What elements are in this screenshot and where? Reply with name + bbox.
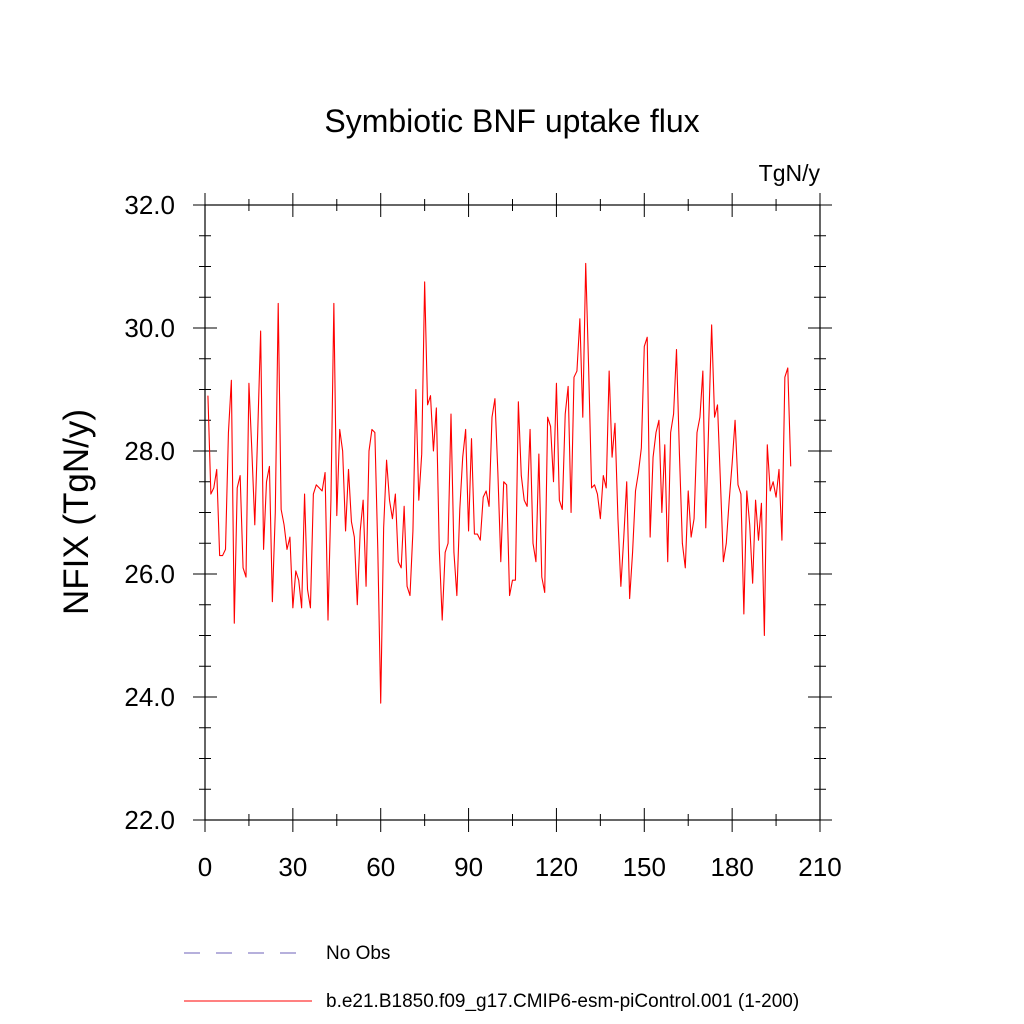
x-tick-label: 150 <box>623 852 666 882</box>
y-tick-label: 22.0 <box>124 805 175 835</box>
y-tick-label: 24.0 <box>124 682 175 712</box>
y-tick-label: 28.0 <box>124 436 175 466</box>
x-tick-label: 90 <box>454 852 483 882</box>
y-tick-label: 30.0 <box>124 313 175 343</box>
x-tick-label: 60 <box>366 852 395 882</box>
y-tick-label: 32.0 <box>124 190 175 220</box>
x-tick-label: 0 <box>198 852 212 882</box>
units-label: TgN/y <box>759 160 821 186</box>
x-tick-label: 120 <box>535 852 578 882</box>
series-line-model <box>207 262 792 704</box>
plot-frame <box>204 204 821 821</box>
plot-series <box>207 262 792 704</box>
x-tick-label: 30 <box>278 852 307 882</box>
legend-label-no-obs: No Obs <box>326 943 390 964</box>
x-tick-label: 180 <box>710 852 753 882</box>
legend: No Obs b.e21.B1850.f09_g17.CMIP6-esm-piCo… <box>184 943 799 1012</box>
x-tick-label: 210 <box>798 852 841 882</box>
y-tick-label: 26.0 <box>124 559 175 589</box>
legend-label-model: b.e21.B1850.f09_g17.CMIP6-esm-piControl.… <box>326 991 799 1012</box>
axis-tick-labels: 0 30 60 90 120 150 180 210 22.0 24.0 26.0 28.0 30.0 3… <box>124 190 841 882</box>
y-axis-label: NFIX (TgN/y) <box>57 409 96 615</box>
chart-title: Symbiotic BNF uptake flux <box>324 103 699 139</box>
